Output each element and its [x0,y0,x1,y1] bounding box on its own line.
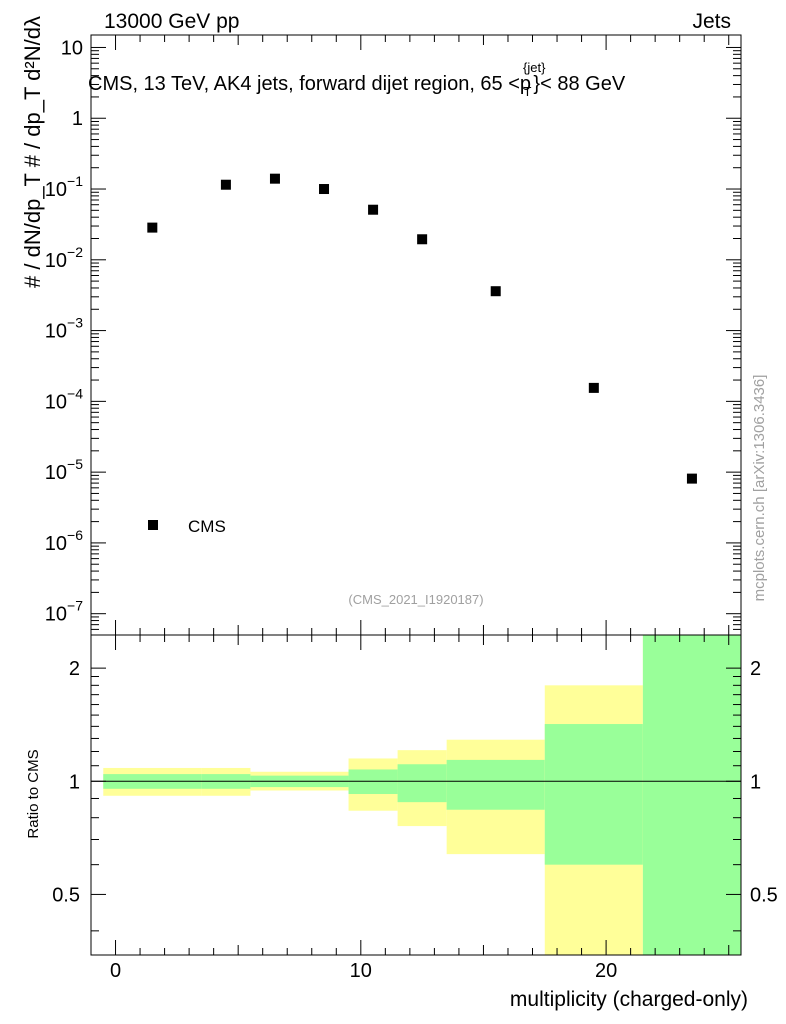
main-y-tick-label: 1 [72,108,83,130]
main-y-tick-label-exp: −7 [67,598,83,614]
main-y-tick-label: 10 [61,37,83,59]
data-point [686,473,697,484]
plot-title-sub: T [523,84,531,99]
plot-title-text: CMS, 13 TeV, AK4 jets, forward dijet reg… [88,73,531,95]
x-axis-label: multiplicity (charged-only) [510,988,748,1011]
ratio-y-tick-label-left: 2 [69,658,80,680]
main-y-label: # / dN/dp_T # / dp_T d²N/dλ [20,16,45,288]
ratio-inner-band [446,759,545,810]
main-y-tick-label: 10−1 [45,173,83,201]
ratio-inner-band [544,724,643,865]
ratio-y-tick-label-right: 0.5 [750,884,778,906]
watermark-text: mcplots.cern.ch [arXiv:1306.3436] [751,375,768,602]
main-y-tick-label-base: 10 [45,391,67,413]
main-y-tick-label: 10−4 [45,385,83,413]
header-left: 13000 GeV pp [104,10,239,33]
main-y-tick-label: 10−6 [45,527,83,555]
x-tick-label: 0 [110,960,121,982]
data-point [490,286,501,297]
ratio-inner-band [642,635,741,955]
watermark: mcplots.cern.ch [arXiv:1306.3436] [751,375,768,602]
main-y-tick-label: 10−3 [45,315,83,343]
main-plot-frame [90,34,742,636]
header-right: Jets [692,10,731,33]
ratio-y-tick-label-right: 1 [750,771,761,793]
ratio-y-tick-label-right: 2 [750,658,761,680]
main-y-tick-label: 10−5 [45,456,83,484]
ratio-y-label-text: Ratio to CMS [25,749,42,838]
main-y-tick-label-base: 10 [45,179,67,201]
main-y-tick-label-exp: −5 [67,456,83,472]
main-y-tick-label-exp: −3 [67,315,83,331]
ratio-y-label: Ratio to CMS [25,749,42,838]
main-y-tick-label-exp: −4 [67,385,83,401]
ratio-bands [103,635,741,955]
analysis-id: (CMS_2021_I1920187) [348,592,483,607]
legend-marker [148,520,158,530]
ratio-y-tick-label-left: 0.5 [52,884,80,906]
main-y-tick-label: 10−7 [45,598,83,626]
main-x-ticks [115,35,730,635]
data-point [588,382,599,393]
main-y-tick-label-exp: −1 [67,173,83,189]
ratio-inner-band [397,764,447,803]
main-y-tick-label: 10−2 [45,244,83,272]
ratio-plot-frame [90,634,742,956]
main-y-tick-label-exp: −6 [67,527,83,543]
data-points [147,173,697,484]
data-point [319,184,330,195]
ratio-y-tick-label-left: 1 [69,771,80,793]
main-y-tick-label-base: 10 [45,533,67,555]
plot-title-sup: {jet} [523,60,546,75]
plot-title-tail: }< 88 GeV [533,73,625,95]
data-point [147,222,158,233]
main-y-tick-label-base: 1 [72,108,83,130]
main-y-tick-label-base: 10 [45,462,67,484]
main-y-tick-label-base: 10 [61,37,83,59]
data-point [368,204,379,215]
data-point [220,179,231,190]
x-tick-label: 10 [350,960,372,982]
x-tick-label: 20 [595,960,617,982]
ratio-y-ticks: 0.5 0.5 1 1 2 2 [52,658,778,932]
main-y-tick-label-exp: −2 [67,244,83,260]
main-y-tick-label-base: 10 [45,250,67,272]
data-point [269,173,280,184]
main-y-tick-label-base: 10 [45,604,67,626]
main-y-tick-label-base: 10 [45,321,67,343]
ratio-x-ticks: 0 10 20 [110,635,730,982]
main-y-label-text: # / dN/dp_T # / dp_T d²N/dλ [20,16,45,288]
plot-title: CMS, 13 TeV, AK4 jets, forward dijet reg… [88,60,626,99]
data-point [417,234,428,245]
legend-label: CMS [188,517,226,536]
